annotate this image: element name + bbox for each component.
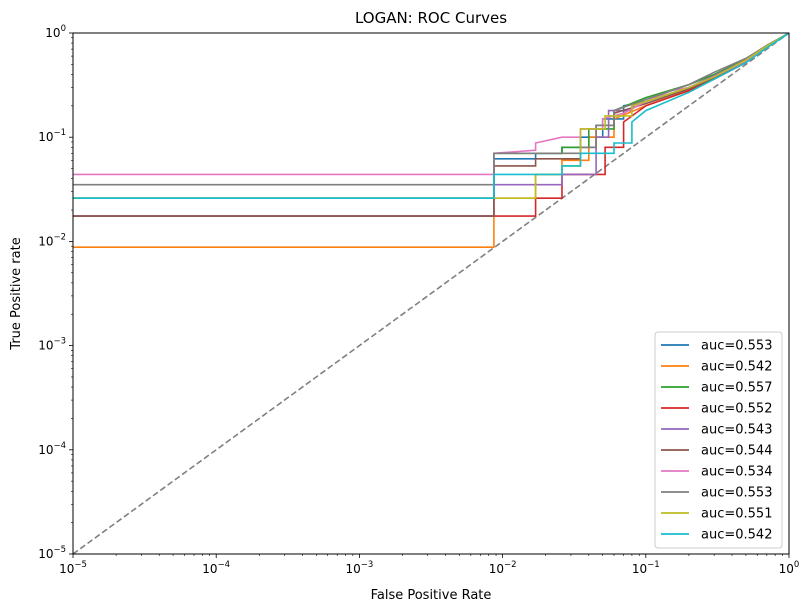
roc-series-line-8 <box>73 33 789 186</box>
y-tick-label: 10−5 <box>38 545 66 561</box>
legend-box <box>654 331 783 549</box>
chart-title: LOGAN: ROC Curves <box>355 9 507 27</box>
x-tick-label: 10−1 <box>632 560 660 576</box>
legend-label: auc=0.553 <box>701 486 772 501</box>
legend-label: auc=0.557 <box>701 381 772 396</box>
major-ticks: 10−5 10−4 10−3 10−2 10−1 100 10−5 10−4 10−3 10−2 1… <box>38 24 799 576</box>
x-tick-label: 100 <box>779 560 800 576</box>
x-tick-label: 10−4 <box>202 560 230 576</box>
plot-frame <box>72 32 790 555</box>
legend-label: auc=0.544 <box>701 444 772 459</box>
legend-label: auc=0.543 <box>701 423 772 438</box>
legend-label: auc=0.534 <box>701 465 772 480</box>
series-layer <box>73 33 789 554</box>
y-tick-label: 10−3 <box>38 337 66 353</box>
y-tick-label: 100 <box>45 24 66 40</box>
chance-diagonal-line <box>73 33 789 554</box>
roc-series-line-10 <box>73 33 789 199</box>
legend-label: auc=0.552 <box>701 402 772 417</box>
x-tick-label: 10−2 <box>489 560 517 576</box>
legend: auc=0.553 auc=0.542 auc=0.557 auc=0.552 auc=… <box>654 331 783 549</box>
legend-label: auc=0.542 <box>701 360 772 375</box>
legend-label: auc=0.553 <box>701 339 772 354</box>
x-tick-label: 10−5 <box>59 560 87 576</box>
y-axis-label: True Positive rate <box>9 237 24 350</box>
roc-series-line-9 <box>73 33 789 199</box>
y-tick-label: 10−1 <box>38 128 66 144</box>
legend-label: auc=0.542 <box>701 528 772 543</box>
y-tick-label: 10−2 <box>38 232 66 248</box>
y-tick-label: 10−4 <box>38 441 66 457</box>
x-axis-label: False Positive Rate <box>371 588 492 603</box>
x-tick-label: 10−3 <box>345 560 373 576</box>
legend-label: auc=0.551 <box>701 507 772 522</box>
